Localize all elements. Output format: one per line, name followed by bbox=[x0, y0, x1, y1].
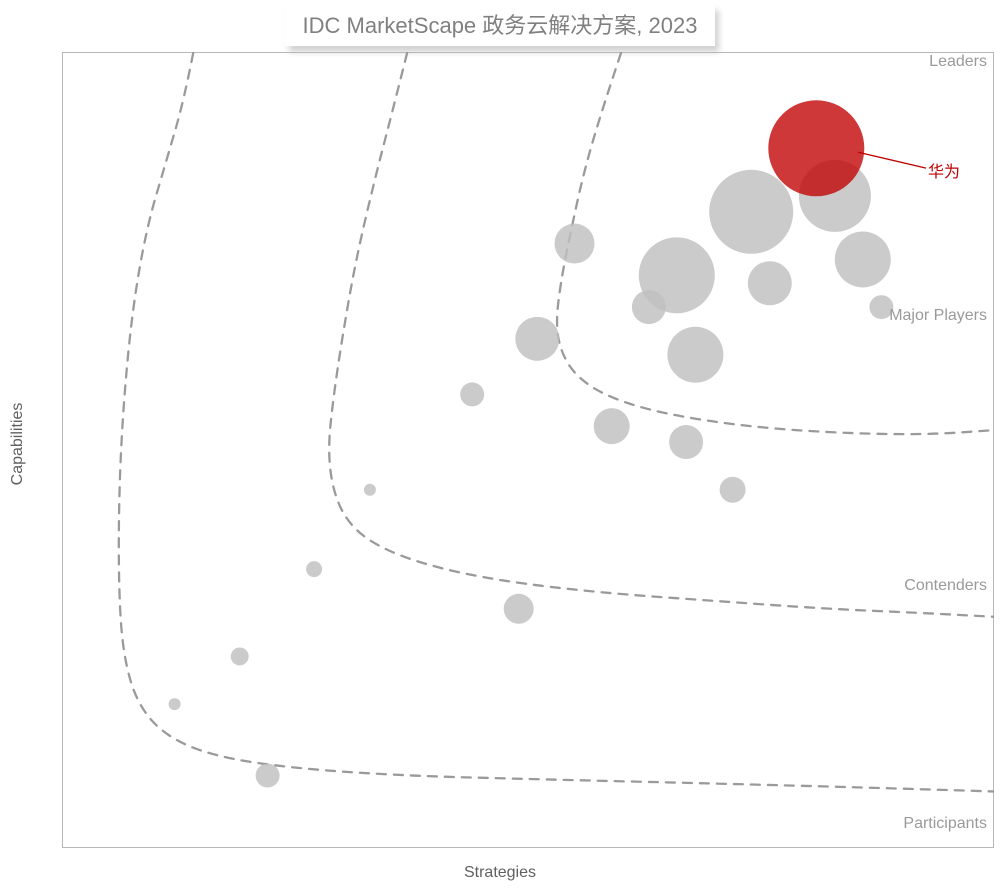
bubble bbox=[720, 477, 746, 503]
bubble bbox=[669, 425, 703, 459]
x-axis-label: Strategies bbox=[0, 864, 1000, 882]
bubble bbox=[169, 698, 181, 710]
bubble bbox=[256, 764, 280, 788]
bubble bbox=[748, 261, 792, 305]
boundary-curve bbox=[329, 53, 993, 617]
quadrant-label: Leaders bbox=[929, 53, 987, 71]
callout-label: 华为 bbox=[928, 158, 960, 182]
quadrant-label: Major Players bbox=[889, 307, 987, 325]
quadrant-label: Contenders bbox=[904, 577, 987, 595]
bubble bbox=[632, 290, 666, 324]
bubble bbox=[835, 231, 891, 287]
boundary-curve bbox=[119, 53, 993, 791]
bubble bbox=[555, 224, 595, 264]
bubble bbox=[709, 170, 793, 254]
bubble bbox=[231, 647, 249, 665]
title-container: IDC MarketScape 政务云解决方案, 2023 bbox=[0, 4, 1000, 46]
chart-svg bbox=[63, 53, 993, 847]
bubble bbox=[460, 382, 484, 406]
bubble bbox=[594, 408, 630, 444]
plot-area: Leaders Major Players Contenders Participan… bbox=[62, 52, 994, 848]
bubble bbox=[515, 317, 559, 361]
bubble-highlight bbox=[768, 100, 864, 196]
bubble bbox=[364, 484, 376, 496]
bubble bbox=[667, 327, 723, 383]
bubble bbox=[504, 594, 534, 624]
bubble bbox=[306, 561, 322, 577]
quadrant-label: Participants bbox=[903, 815, 987, 833]
chart-title: IDC MarketScape 政务云解决方案, 2023 bbox=[285, 4, 716, 46]
chart-stage: IDC MarketScape 政务云解决方案, 2023 Capabiliti… bbox=[0, 0, 1000, 888]
y-axis-label: Capabilities bbox=[9, 403, 27, 486]
callout-leader bbox=[858, 152, 926, 168]
